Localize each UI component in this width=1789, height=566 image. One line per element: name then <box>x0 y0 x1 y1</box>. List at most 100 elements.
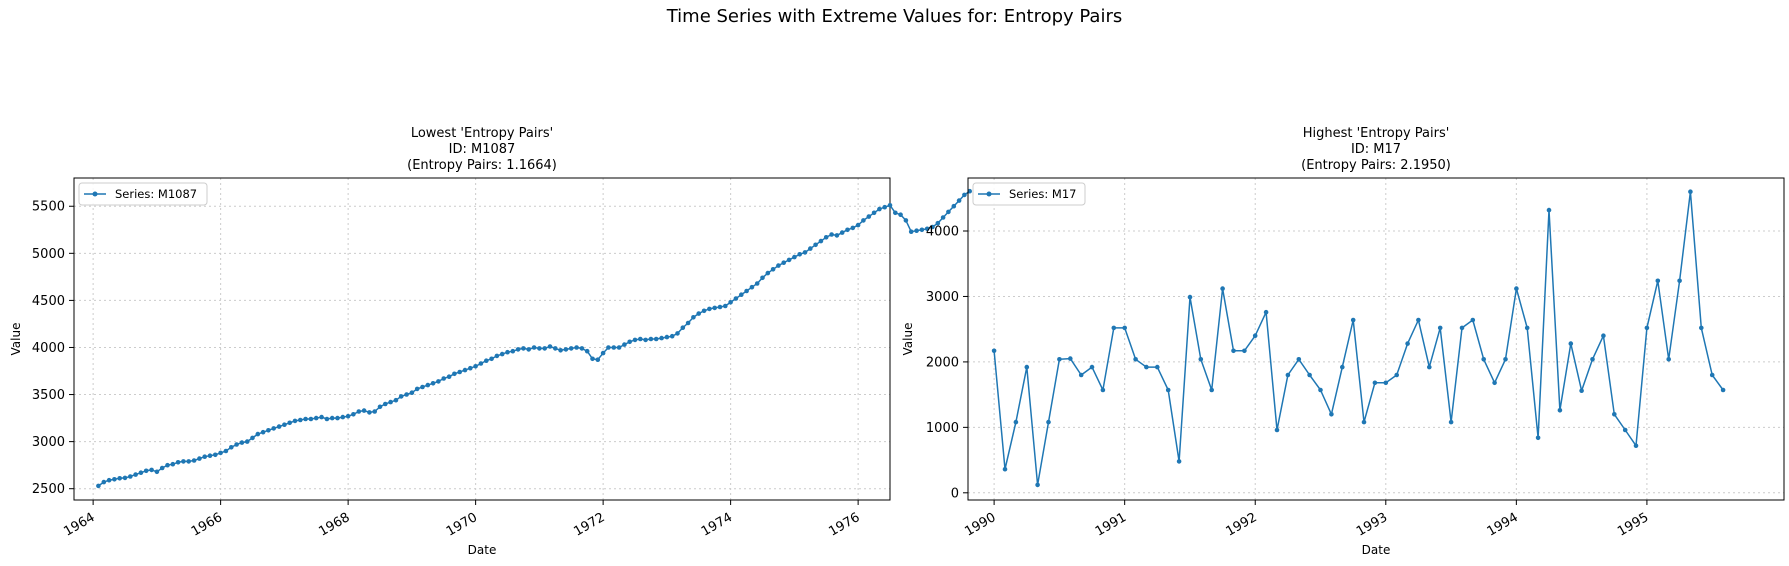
right-data-point <box>1622 427 1628 433</box>
left-legend-label: Series: M1087 <box>115 187 197 201</box>
left-data-point <box>159 465 165 471</box>
left-data-point <box>393 397 399 403</box>
left-data-point <box>935 220 941 226</box>
right-data-point <box>1361 419 1367 425</box>
left-data-point <box>531 345 537 350</box>
right-data-point <box>1231 348 1236 354</box>
left-y-tick-label: 4500 <box>32 294 65 309</box>
right-chart-title-line-2: ID: M17 <box>1351 142 1401 157</box>
left-chart-grid <box>74 178 890 500</box>
left-x-tick-label: 1974 <box>699 510 735 540</box>
left-data-point <box>770 267 776 272</box>
left-data-point <box>478 361 484 366</box>
right-data-point <box>1394 372 1399 378</box>
left-data-point <box>143 468 149 474</box>
right-data-point <box>1590 357 1595 362</box>
left-chart-title-line-2: ID: M1087 <box>449 142 516 157</box>
left-data-point <box>707 306 712 312</box>
right-chart-x-axis-label: Date <box>1362 543 1391 557</box>
right-plot-area-frame <box>967 177 1785 501</box>
right-data-point <box>1002 466 1008 472</box>
left-chart-title-line-3: (Entropy Pairs: 1.1664) <box>407 158 557 173</box>
right-chart-legend: Series: M17 <box>972 182 1086 206</box>
left-data-point <box>802 250 808 255</box>
right-legend-label: Series: M17 <box>1009 187 1076 201</box>
left-data-point <box>733 296 739 301</box>
right-data-point <box>1013 419 1019 425</box>
left-data-point <box>638 336 643 342</box>
left-data-point <box>574 345 579 350</box>
right-chart-series-line <box>991 189 1726 488</box>
left-data-point <box>329 415 335 421</box>
right-data-point <box>1459 325 1465 331</box>
left-data-point <box>436 379 441 384</box>
right-data-point <box>1655 278 1661 284</box>
right-data-point <box>1546 207 1552 213</box>
left-data-point <box>871 210 877 216</box>
left-data-point <box>420 384 425 390</box>
right-x-tick-label: 1994 <box>1485 510 1521 540</box>
left-data-point <box>96 483 101 489</box>
left-chart-legend: Series: M1087 <box>78 182 208 206</box>
left-data-point <box>547 344 553 349</box>
left-data-point <box>919 227 925 233</box>
right-data-point <box>1329 412 1334 417</box>
left-data-point <box>234 442 239 447</box>
right-data-point <box>1709 372 1715 378</box>
left-data-point <box>611 345 617 350</box>
right-data-point <box>1144 364 1149 370</box>
left-data-point <box>430 381 436 386</box>
right-chart-grid <box>968 178 1784 500</box>
right-data-point <box>1078 372 1084 378</box>
left-data-point <box>414 386 420 392</box>
right-data-point <box>1557 408 1563 413</box>
left-x-tick-label: 1964 <box>61 510 97 540</box>
left-data-point <box>324 416 330 422</box>
left-data-point <box>319 414 324 420</box>
left-data-point <box>962 192 967 198</box>
left-data-point <box>383 401 388 407</box>
right-data-point <box>1350 317 1356 323</box>
right-data-point <box>1503 357 1508 362</box>
right-data-point <box>1155 364 1160 370</box>
left-data-point <box>537 346 542 351</box>
left-data-point <box>659 335 664 341</box>
left-y-tick-label: 2500 <box>32 482 65 497</box>
right-data-point <box>1100 387 1106 393</box>
left-data-point <box>685 320 691 326</box>
left-data-point <box>446 374 452 380</box>
right-chart-title-line-3: (Entropy Pairs: 2.1950) <box>1301 158 1451 173</box>
left-data-point <box>845 227 850 233</box>
right-data-point <box>1220 286 1225 291</box>
right-data-point <box>1209 387 1214 393</box>
left-data-point <box>956 198 962 203</box>
left-data-point <box>207 453 213 459</box>
left-data-point <box>792 254 797 260</box>
left-data-point <box>563 347 569 352</box>
left-data-point <box>356 409 362 414</box>
left-legend-box <box>78 182 208 206</box>
right-data-point <box>1122 325 1127 331</box>
left-data-point <box>170 461 176 467</box>
right-data-point <box>1165 387 1171 393</box>
left-data-point <box>946 209 951 215</box>
left-data-point <box>282 422 287 428</box>
left-data-point <box>558 348 563 353</box>
left-data-point <box>664 334 670 340</box>
left-legend-marker-swatch <box>92 191 98 197</box>
left-data-point <box>244 439 250 444</box>
left-data-point <box>829 232 834 237</box>
right-data-point <box>1416 317 1421 323</box>
right-data-point <box>1481 357 1486 362</box>
left-data-point <box>648 336 654 342</box>
left-data-point <box>175 460 181 465</box>
left-data-point <box>669 333 675 339</box>
left-y-tick-label: 5500 <box>32 200 65 215</box>
left-chart-y-axis-label: Value <box>9 323 23 356</box>
left-data-point <box>521 346 526 351</box>
right-y-tick-label: 1000 <box>926 421 959 436</box>
left-data-point <box>473 364 478 369</box>
left-data-point <box>882 204 887 210</box>
right-data-point <box>1524 325 1530 331</box>
